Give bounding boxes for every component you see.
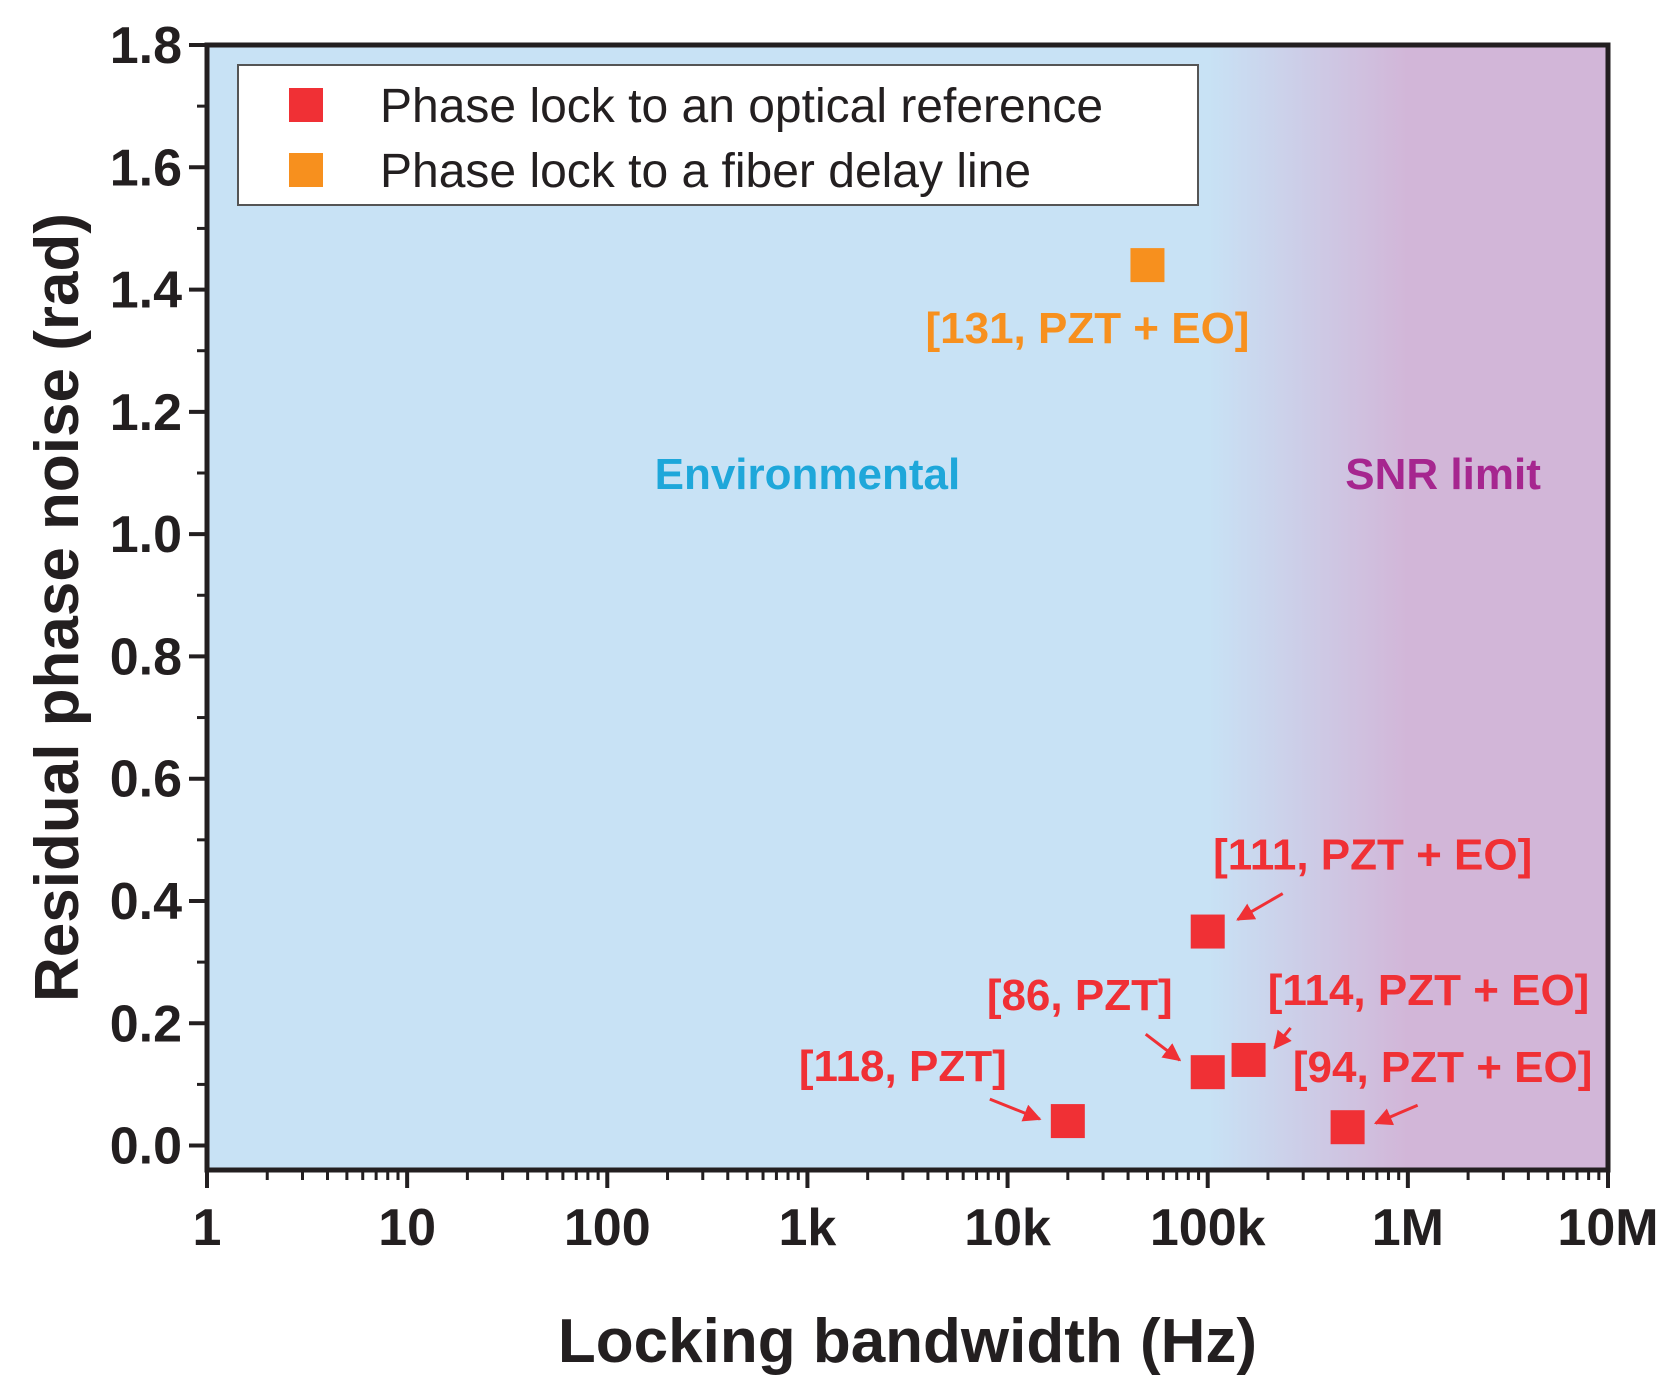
x-axis-ticks bbox=[205, 1170, 1610, 1188]
point-arrow bbox=[1273, 1027, 1292, 1050]
legend-marker bbox=[289, 88, 323, 122]
x-tick-label: 1 bbox=[193, 1199, 222, 1257]
point-label: [94, PZT + EO] bbox=[1293, 1043, 1593, 1092]
y-axis-title: Residual phase noise (rad) bbox=[23, 213, 92, 1002]
data-points bbox=[1050, 248, 1365, 1145]
point-arrow bbox=[989, 1097, 1042, 1122]
y-axis-tick-labels: 0.0 0.2 0.4 0.6 0.8 1.0 1.2 1.4 1.6 1.8 bbox=[110, 17, 182, 1176]
y-tick-label: 0.4 bbox=[110, 873, 182, 931]
region-label-environmental: Environmental bbox=[655, 450, 961, 499]
x-tick-label: 100k bbox=[1150, 1199, 1266, 1257]
data-point bbox=[1130, 248, 1165, 283]
x-tick-label: 100 bbox=[564, 1199, 651, 1257]
point-arrow bbox=[1236, 892, 1284, 921]
y-tick-label: 0.0 bbox=[110, 1118, 182, 1176]
y-tick-label: 0.2 bbox=[110, 995, 182, 1053]
point-arrow bbox=[1373, 1103, 1419, 1126]
legend-marker bbox=[289, 153, 323, 187]
point-label: [118, PZT] bbox=[799, 1042, 1007, 1091]
legend-label: Phase lock to an optical reference bbox=[380, 80, 1103, 133]
x-tick-label: 10 bbox=[378, 1199, 436, 1257]
y-tick-label: 1.0 bbox=[110, 506, 182, 564]
data-point bbox=[1190, 914, 1225, 949]
point-label: [86, PZT] bbox=[987, 971, 1173, 1020]
plot-frame bbox=[204, 42, 1611, 1173]
data-point bbox=[1231, 1042, 1266, 1077]
legend-box bbox=[237, 64, 1199, 206]
point-label: [111, PZT + EO] bbox=[1213, 831, 1532, 880]
y-tick-label: 1.2 bbox=[110, 384, 182, 442]
data-point bbox=[1330, 1110, 1365, 1145]
region-label-snr-limit: SNR limit bbox=[1345, 450, 1541, 499]
x-axis-title: Locking bandwidth (Hz) bbox=[558, 1307, 1257, 1376]
data-point bbox=[1190, 1055, 1225, 1090]
y-axis-ticks bbox=[189, 43, 207, 1148]
point-annotations: [118, PZT] [86, PZT] [111, PZT + EO] [114, … bbox=[799, 304, 1593, 1126]
x-tick-label: 1M bbox=[1372, 1199, 1444, 1257]
x-axis-tick-labels: 1 10 100 1k 10k 100k 1M 10M bbox=[193, 1199, 1659, 1257]
y-tick-label: 0.6 bbox=[110, 751, 182, 809]
plot-background bbox=[207, 45, 1608, 1170]
point-label: [131, PZT + EO] bbox=[925, 304, 1249, 353]
y-tick-label: 1.6 bbox=[110, 139, 182, 197]
point-arrow bbox=[1144, 1032, 1182, 1062]
x-tick-label: 10k bbox=[964, 1199, 1051, 1257]
y-tick-label: 1.8 bbox=[110, 17, 182, 75]
point-label: [114, PZT + EO] bbox=[1268, 966, 1590, 1015]
x-tick-label: 1k bbox=[779, 1199, 837, 1257]
data-point bbox=[1050, 1104, 1085, 1139]
legend: Phase lock to an optical reference Phase … bbox=[237, 64, 1199, 206]
x-tick-label: 10M bbox=[1557, 1199, 1658, 1257]
region-labels: Environmental SNR limit bbox=[655, 450, 1542, 499]
legend-label: Phase lock to a fiber delay line bbox=[380, 145, 1031, 198]
y-tick-label: 0.8 bbox=[110, 628, 182, 686]
y-tick-label: 1.4 bbox=[110, 262, 182, 320]
